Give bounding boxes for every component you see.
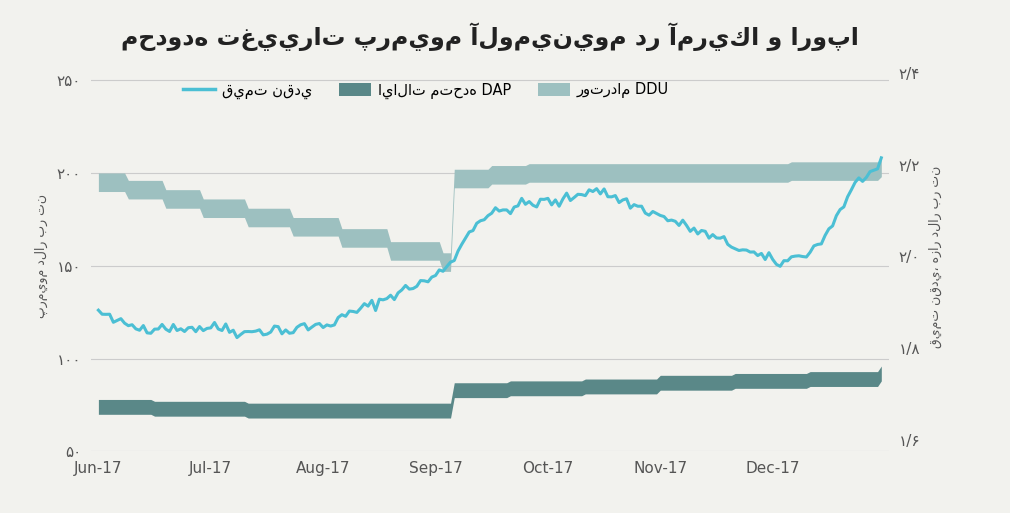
Y-axis label: قيمت نقدي، هزار دلار بر تن: قيمت نقدي، هزار دلار بر تن xyxy=(928,165,941,348)
Legend: قيمت نقدي, ايالات متحده DAP, روتردام DDU: قيمت نقدي, ايالات متحده DAP, روتردام DDU xyxy=(177,76,675,105)
Y-axis label: پرميوم دلار بر تن: پرميوم دلار بر تن xyxy=(35,194,48,319)
Title: محدوده تغييرات پرميوم آلومينيوم در آمريكا و اروپا: محدوده تغييرات پرميوم آلومينيوم در آمريك… xyxy=(121,23,858,51)
